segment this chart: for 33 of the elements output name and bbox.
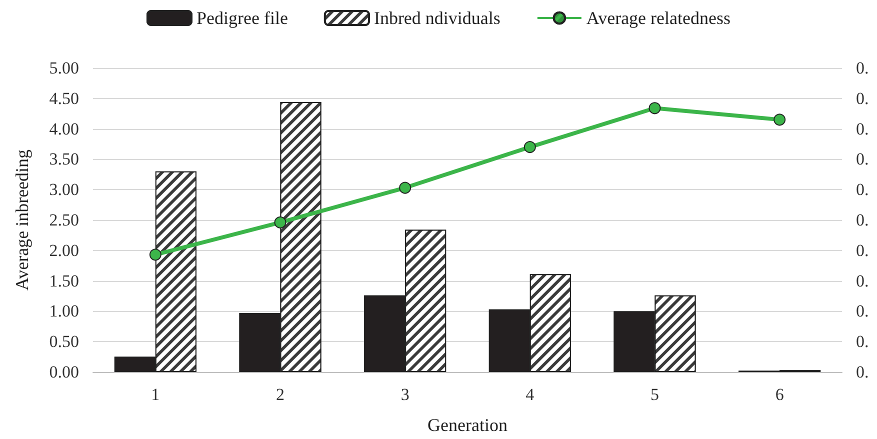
y-axis-title: Average inbreeding bbox=[12, 149, 32, 291]
y-tick-label: 1.00 bbox=[49, 302, 79, 321]
x-axis-title: Generation bbox=[428, 415, 508, 435]
y2-tick-label: 0. bbox=[856, 119, 869, 138]
y-tick-label: 5.00 bbox=[49, 58, 79, 78]
y2-tick-label: 0. bbox=[856, 88, 869, 108]
y-tick-label: 4.00 bbox=[49, 119, 79, 138]
legend-label: Average relatedness bbox=[586, 8, 731, 28]
y2-tick-label: 0. bbox=[856, 150, 869, 169]
x-tick-label: 1 bbox=[151, 385, 160, 404]
y-tick-label: 2.50 bbox=[49, 210, 79, 230]
y2-tick-label: 0. bbox=[856, 271, 869, 290]
y-tick-label: 3.00 bbox=[49, 180, 79, 200]
legend-label: Inbred ndividuals bbox=[374, 8, 500, 28]
y-tick-label: 2.00 bbox=[49, 240, 79, 260]
x-tick-label: 3 bbox=[400, 385, 410, 404]
x-tick-label: 4 bbox=[526, 385, 535, 404]
y-tick-label: 0.50 bbox=[49, 332, 79, 352]
y2-tick-label: 0. bbox=[856, 302, 869, 321]
x-tick-label: 5 bbox=[650, 385, 659, 404]
x-tick-label: 6 bbox=[775, 385, 784, 404]
y-tick-label: 0.00 bbox=[49, 362, 79, 382]
y-tick-label: 3.50 bbox=[49, 150, 79, 169]
y2-tick-label: 0. bbox=[856, 332, 869, 352]
y-tick-label: 4.50 bbox=[49, 88, 79, 108]
x-tick-label: 2 bbox=[276, 385, 284, 404]
y2-tick-label: 0. bbox=[856, 180, 869, 200]
y2-tick-label: 0. bbox=[856, 210, 869, 230]
y2-tick-label: 0. bbox=[856, 362, 869, 382]
y-tick-label: 1.50 bbox=[49, 271, 79, 290]
legend-label: Pedigree file bbox=[196, 8, 288, 28]
y2-tick-label: 0. bbox=[856, 58, 869, 78]
y2-tick-label: 0. bbox=[856, 240, 869, 260]
